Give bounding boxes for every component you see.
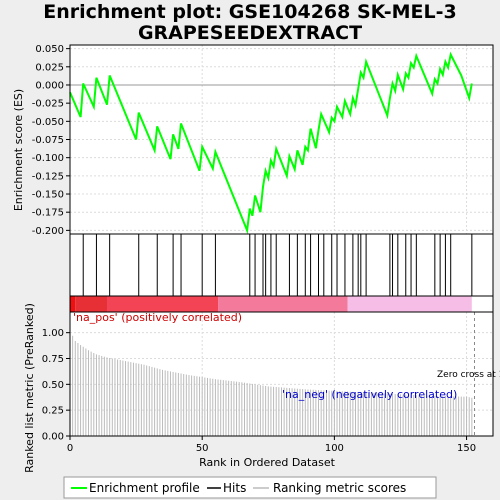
- metric-y-tick-label: 0.25: [42, 406, 64, 417]
- es-y-axis-label: Enrichment score (ES): [12, 89, 25, 211]
- metric-y-tick-label: 0.00: [42, 432, 64, 443]
- color-bar-segment: [471, 296, 493, 312]
- metric-y-ticks: 0.00 0.25 0.50 0.75 1.00: [42, 328, 70, 443]
- metric-y-axis-label: Ranked list metric (PreRanked): [23, 303, 36, 473]
- legend-box: [63, 476, 437, 499]
- es-y-tick-label: -0.075: [32, 135, 64, 146]
- es-y-tick-label: -0.125: [32, 171, 64, 182]
- es-y-tick-label: -0.050: [32, 117, 64, 128]
- legend-metric-label: Ranking metric scores: [273, 481, 406, 495]
- annotation-negative: 'na_neg' (negatively correlated): [282, 388, 457, 401]
- color-bar-segment: [107, 296, 219, 312]
- x-axis-ticks: 0 50 100 150: [67, 436, 476, 454]
- es-y-tick-label: -0.175: [32, 208, 64, 219]
- hit-markers: [82, 234, 473, 296]
- x-tick-label: 50: [196, 443, 209, 454]
- metric-y-tick-label: 0.75: [42, 354, 64, 365]
- x-tick-label: 0: [67, 443, 73, 454]
- es-y-tick-label: -0.025: [32, 99, 64, 110]
- color-bar-segment: [218, 296, 348, 312]
- ranked-list-color-bar: [70, 296, 493, 312]
- legend-enrichment-label: Enrichment profile: [89, 481, 200, 495]
- annotation-zero-cross: Zero cross at 153: [437, 370, 500, 380]
- es-y-ticks: 0.050 0.025 0.000 -0.025 -0.050 -0.075 -0.100 -…: [32, 44, 70, 237]
- es-y-tick-label: -0.150: [32, 190, 64, 201]
- color-bar-segment: [75, 296, 108, 312]
- chart-title-line-1: Enrichment plot: GSE104268 SK-MEL-3: [43, 1, 456, 23]
- metric-y-tick-label: 0.50: [42, 380, 64, 391]
- metric-y-tick-label: 1.00: [42, 328, 64, 339]
- color-bar-segment: [70, 296, 76, 312]
- enrichment-profile-line: [69, 51, 473, 235]
- x-tick-label: 100: [325, 443, 344, 454]
- chart-title-line-2: GRAPESEEDEXTRACT: [138, 22, 362, 44]
- es-panel-background: [70, 45, 493, 234]
- es-y-tick-label: 0.050: [35, 44, 64, 55]
- ranking-metric-bars: [69, 329, 473, 436]
- es-y-tick-label: 0.025: [35, 62, 64, 73]
- color-bar-segment: [347, 296, 472, 312]
- x-axis-label: Rank in Ordered Dataset: [199, 456, 336, 469]
- legend-hits-label: Hits: [223, 481, 246, 495]
- es-y-tick-label: -0.200: [32, 226, 64, 237]
- metric-panel-frame: [69, 311, 494, 437]
- x-tick-label: 150: [457, 443, 476, 454]
- es-y-tick-label: -0.100: [32, 153, 64, 164]
- hits-panel-background: [70, 234, 493, 296]
- es-y-tick-label: 0.000: [35, 80, 64, 91]
- annotation-positive: 'na_pos' (positively correlated): [73, 311, 242, 324]
